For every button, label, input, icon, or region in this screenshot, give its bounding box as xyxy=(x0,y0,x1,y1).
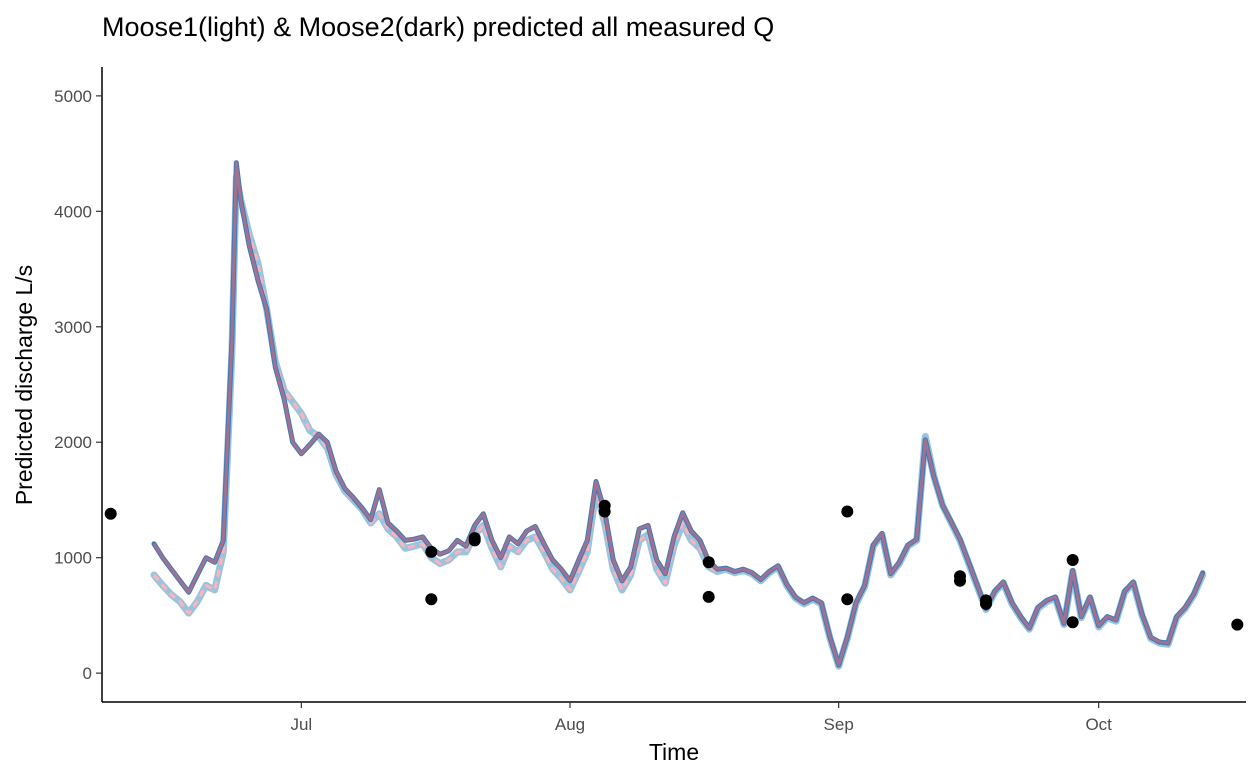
x-axis-title: Time xyxy=(649,739,699,765)
chart-title: Moose1(light) & Moose2(dark) predicted a… xyxy=(102,12,774,42)
measured-point xyxy=(598,505,611,518)
series-layer xyxy=(150,160,1207,670)
measured-point xyxy=(104,507,117,520)
measured-point xyxy=(980,597,992,610)
measured-point xyxy=(841,505,854,518)
measured-point xyxy=(954,574,966,587)
y-tick-label: 1000 xyxy=(54,549,92,568)
x-tick-label: Sep xyxy=(824,715,854,734)
x-tick-label: Aug xyxy=(555,715,585,734)
y-ticks: 0 1000 2000 3000 4000 5000 xyxy=(54,87,102,683)
series-moose2-fit xyxy=(152,161,1205,667)
y-tick-label: 3000 xyxy=(54,318,92,337)
y-tick-label: 5000 xyxy=(54,87,92,106)
measured-point xyxy=(702,590,715,603)
x-ticks: Jul Aug Sep Oct xyxy=(290,702,1112,734)
x-tick-label: Jul xyxy=(290,715,312,734)
y-tick-label: 4000 xyxy=(54,202,92,221)
y-tick-label: 2000 xyxy=(54,433,92,452)
measured-point xyxy=(702,556,715,569)
y-axis-title: Predicted discharge L/s xyxy=(11,265,37,505)
series-moose2-band xyxy=(151,160,1206,668)
measured-point xyxy=(425,593,438,606)
measured-point xyxy=(468,534,481,547)
measured-point xyxy=(841,593,854,606)
series-moose1-fit xyxy=(152,175,1205,668)
measured-points xyxy=(104,499,1244,631)
y-tick-label: 0 xyxy=(83,664,92,683)
axes xyxy=(101,67,1246,703)
measured-point xyxy=(425,545,438,558)
measured-point xyxy=(1066,554,1079,566)
x-tick-label: Oct xyxy=(1085,715,1112,734)
series-moose1-band xyxy=(150,173,1207,670)
measured-point xyxy=(1231,618,1244,631)
measured-point xyxy=(1066,616,1079,629)
